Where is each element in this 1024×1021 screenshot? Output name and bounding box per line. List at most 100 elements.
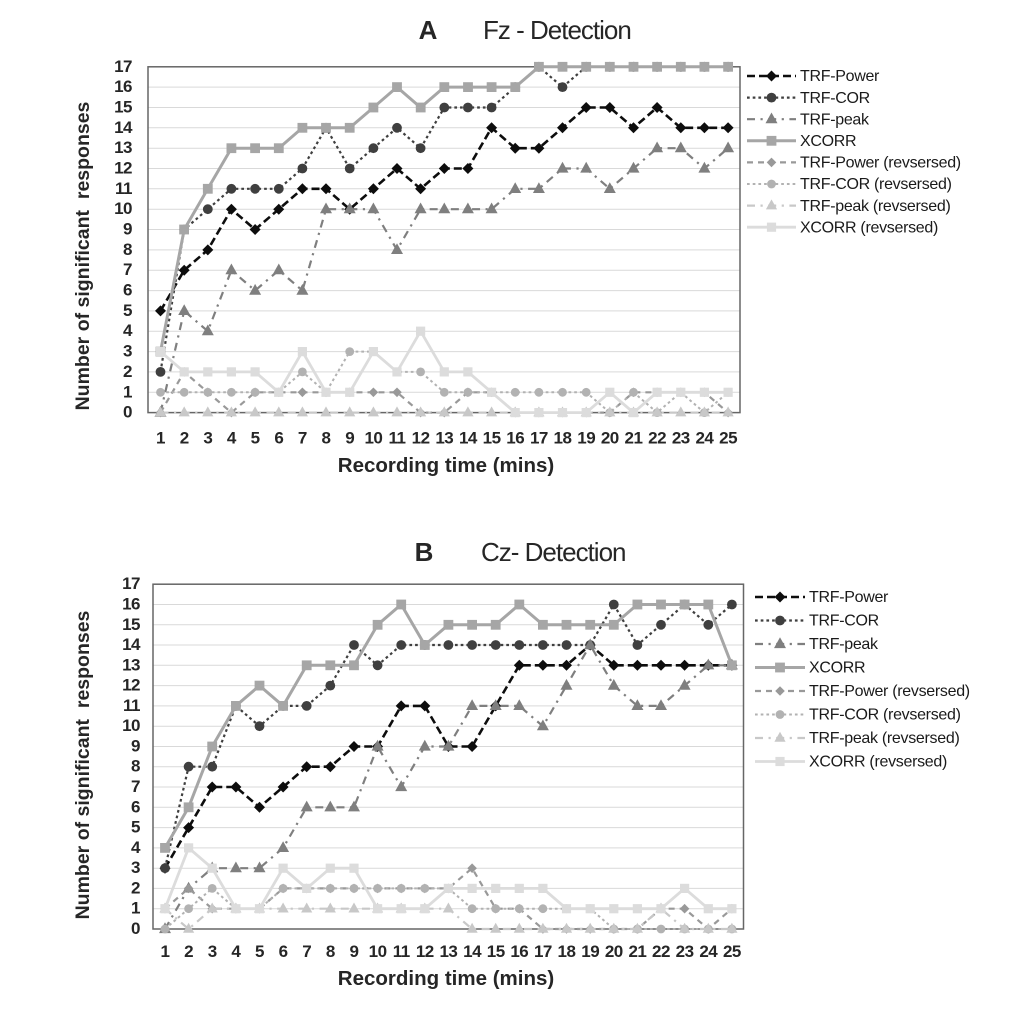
svg-text:TRF-COR (revsersed): TRF-COR (revsersed) [800, 176, 952, 193]
svg-text:23: 23 [672, 429, 690, 448]
svg-text:3: 3 [131, 858, 140, 877]
svg-text:14: 14 [114, 118, 133, 137]
svg-text:Number of significant respons: Number of significant responses [72, 101, 94, 410]
svg-text:14: 14 [459, 429, 478, 448]
svg-text:13: 13 [439, 942, 457, 961]
svg-text:TRF-Power (revsersed): TRF-Power (revsersed) [809, 683, 970, 700]
svg-text:5: 5 [131, 818, 140, 837]
svg-text:11: 11 [123, 696, 140, 715]
svg-text:16: 16 [122, 595, 140, 614]
svg-text:0: 0 [131, 919, 140, 938]
svg-text:4: 4 [227, 429, 237, 448]
svg-text:Cz- Detection: Cz- Detection [481, 537, 626, 567]
svg-text:2: 2 [131, 878, 140, 897]
svg-text:15: 15 [114, 98, 132, 117]
svg-text:12: 12 [122, 676, 140, 695]
svg-text:Recording time (mins): Recording time (mins) [338, 967, 554, 990]
svg-text:7: 7 [123, 260, 132, 279]
svg-text:XCORR (revsersed): XCORR (revsersed) [800, 219, 938, 236]
svg-text:12: 12 [114, 159, 132, 178]
svg-text:6: 6 [123, 281, 132, 300]
svg-text:19: 19 [581, 942, 599, 961]
svg-text:A: A [419, 15, 438, 45]
svg-text:TRF-Power: TRF-Power [809, 589, 889, 606]
svg-text:21: 21 [625, 429, 643, 448]
svg-text:9: 9 [345, 429, 354, 448]
svg-text:20: 20 [605, 942, 623, 961]
svg-text:16: 16 [510, 942, 528, 961]
svg-text:24: 24 [699, 942, 718, 961]
svg-text:14: 14 [122, 635, 141, 654]
svg-text:8: 8 [131, 757, 140, 776]
svg-text:10: 10 [364, 429, 382, 448]
svg-text:10: 10 [122, 716, 140, 735]
svg-text:4: 4 [123, 321, 133, 340]
svg-text:13: 13 [122, 655, 140, 674]
svg-text:10: 10 [114, 199, 132, 218]
svg-text:7: 7 [302, 942, 311, 961]
svg-text:TRF-peak (revsersed): TRF-peak (revsersed) [809, 730, 959, 747]
svg-text:3: 3 [123, 342, 132, 361]
svg-text:19: 19 [577, 429, 595, 448]
svg-text:14: 14 [463, 942, 482, 961]
svg-text:8: 8 [326, 942, 335, 961]
svg-text:8: 8 [123, 240, 132, 259]
svg-text:6: 6 [279, 942, 288, 961]
svg-text:11: 11 [115, 179, 132, 198]
svg-text:18: 18 [554, 429, 572, 448]
svg-text:XCORR: XCORR [809, 660, 865, 677]
svg-text:17: 17 [534, 942, 552, 961]
svg-text:25: 25 [723, 942, 741, 961]
svg-text:3: 3 [208, 942, 217, 961]
svg-text:1: 1 [131, 899, 140, 918]
svg-text:13: 13 [435, 429, 453, 448]
svg-text:15: 15 [483, 429, 501, 448]
svg-text:Number of significant respons: Number of significant responses [72, 610, 94, 919]
svg-text:Fz - Detection: Fz - Detection [483, 15, 631, 45]
svg-text:22: 22 [648, 429, 666, 448]
svg-text:7: 7 [131, 777, 140, 796]
svg-text:6: 6 [131, 797, 140, 816]
svg-text:TRF-peak: TRF-peak [809, 636, 879, 653]
svg-text:21: 21 [628, 942, 646, 961]
svg-text:20: 20 [601, 429, 619, 448]
svg-text:4: 4 [231, 942, 241, 961]
svg-text:15: 15 [487, 942, 505, 961]
svg-text:12: 12 [416, 942, 434, 961]
svg-text:TRF-COR (revsersed): TRF-COR (revsersed) [809, 707, 961, 724]
svg-text:16: 16 [506, 429, 524, 448]
svg-text:15: 15 [122, 615, 140, 634]
svg-text:13: 13 [114, 138, 132, 157]
svg-text:TRF-COR: TRF-COR [800, 90, 870, 107]
svg-text:17: 17 [114, 57, 132, 76]
svg-text:2: 2 [180, 429, 189, 448]
svg-text:XCORR: XCORR [800, 133, 856, 150]
svg-text:4: 4 [131, 838, 141, 857]
svg-text:5: 5 [123, 301, 132, 320]
svg-text:9: 9 [350, 942, 359, 961]
svg-text:2: 2 [123, 362, 132, 381]
svg-text:10: 10 [369, 942, 387, 961]
svg-text:11: 11 [393, 942, 410, 961]
svg-text:24: 24 [695, 429, 714, 448]
svg-text:1: 1 [123, 382, 132, 401]
svg-text:17: 17 [530, 429, 548, 448]
svg-text:12: 12 [412, 429, 430, 448]
svg-text:8: 8 [322, 429, 331, 448]
svg-text:TRF-peak: TRF-peak [800, 111, 870, 128]
svg-text:TRF-Power (revsersed): TRF-Power (revsersed) [800, 155, 961, 172]
svg-text:7: 7 [298, 429, 307, 448]
svg-text:25: 25 [719, 429, 737, 448]
svg-text:1: 1 [161, 942, 170, 961]
svg-text:22: 22 [652, 942, 670, 961]
svg-text:3: 3 [203, 429, 212, 448]
svg-text:B: B [415, 537, 434, 567]
svg-text:5: 5 [251, 429, 260, 448]
svg-text:5: 5 [255, 942, 264, 961]
svg-text:TRF-COR: TRF-COR [809, 613, 879, 630]
svg-text:17: 17 [122, 574, 140, 593]
svg-text:6: 6 [274, 429, 283, 448]
svg-text:Recording time (mins): Recording time (mins) [338, 454, 554, 477]
svg-text:1: 1 [156, 429, 165, 448]
svg-text:9: 9 [131, 737, 140, 756]
